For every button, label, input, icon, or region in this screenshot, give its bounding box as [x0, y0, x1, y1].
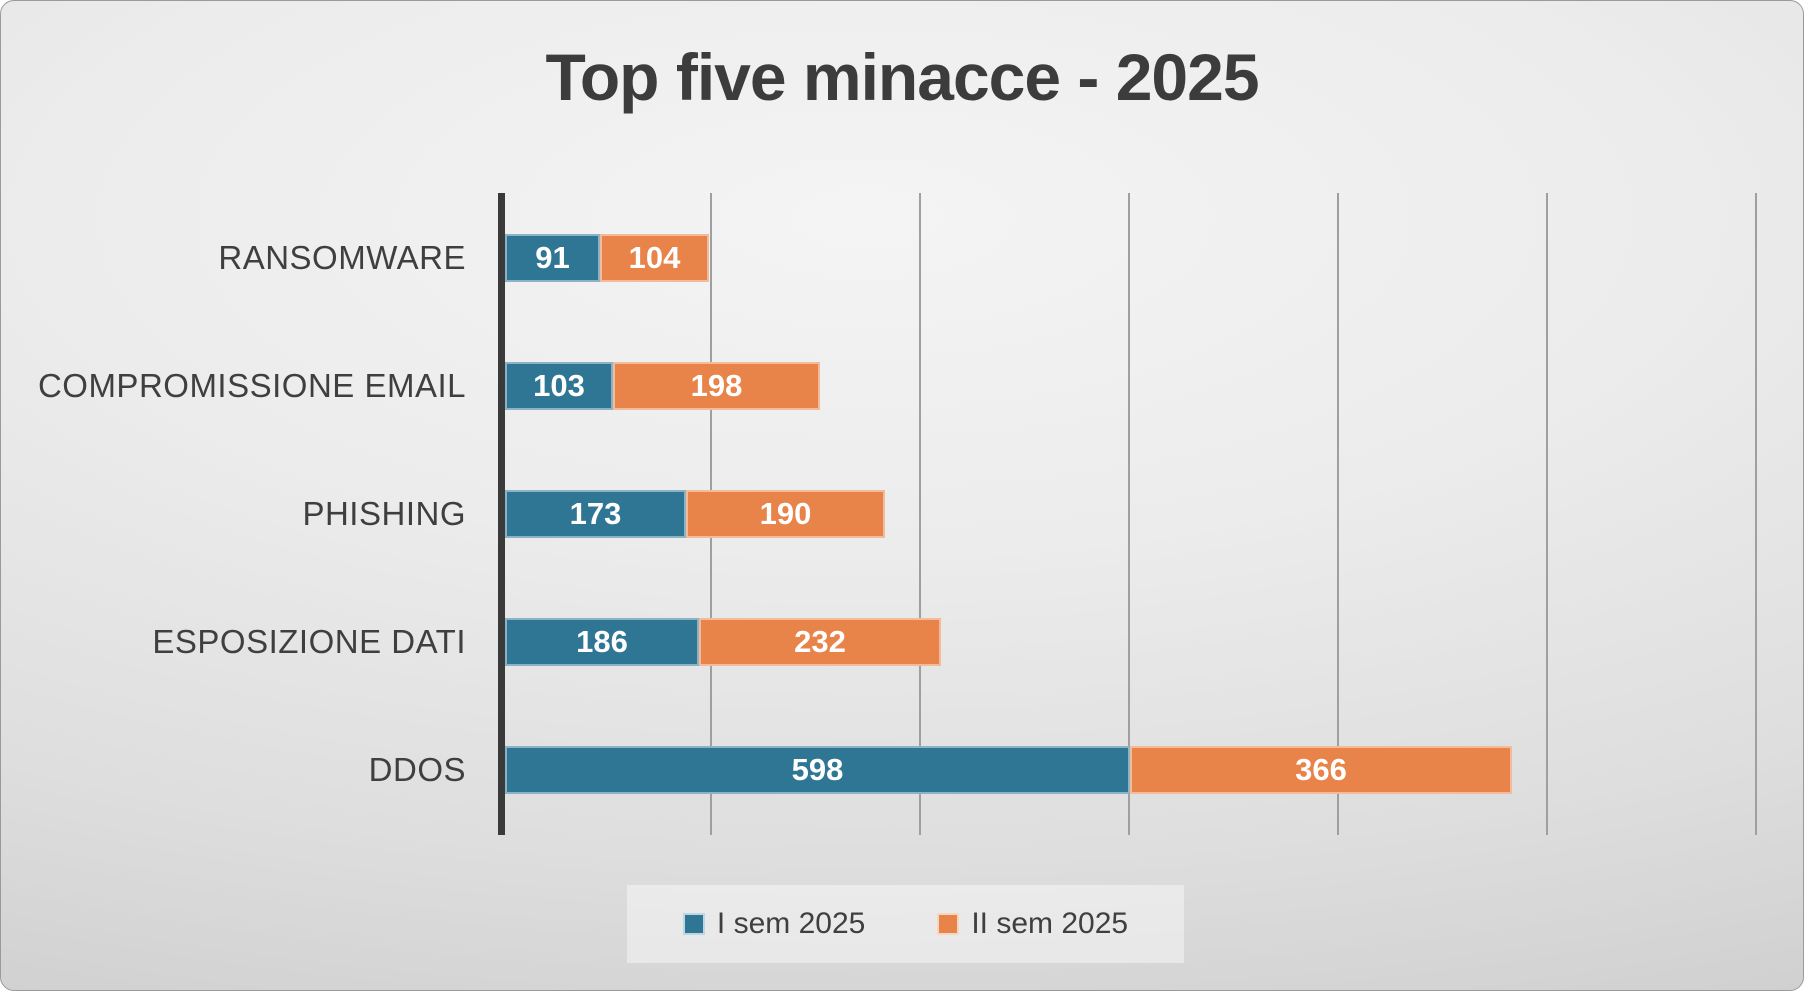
category-label-phishing: PHISHING: [302, 495, 466, 532]
bar-segment-series1-compromissione-email: 103: [505, 362, 613, 410]
gridline-1200: [1755, 193, 1757, 835]
bar-segment-series2-ransomware: 104: [600, 234, 709, 282]
bar-value-label: 366: [1295, 752, 1347, 787]
bar-row-compromissione-email: 103 198: [505, 362, 820, 410]
bar-value-label: 173: [569, 496, 622, 531]
bar-value-label: 198: [690, 368, 743, 403]
bar-segment-series1-ransomware: 91: [505, 234, 600, 282]
chart-title: Top five minacce - 2025: [545, 40, 1259, 114]
bar-value-label: 104: [628, 240, 681, 275]
bar-segment-series2-phishing: 190: [686, 490, 885, 538]
bar-row-ransomware: 91 104: [505, 234, 709, 282]
bar-value-label: 103: [533, 368, 585, 403]
bar-row-phishing: 173 190: [505, 490, 885, 538]
bar-value-label: 91: [535, 240, 570, 275]
category-label-compromissione-email: COMPROMISSIONE EMAIL: [37, 367, 466, 404]
category-label-ransomware: RANSOMWARE: [218, 239, 466, 276]
legend-swatch-sem2-icon: [937, 913, 960, 935]
bar-value-label: 190: [759, 496, 812, 531]
legend-label-sem2: II sem 2025: [971, 907, 1129, 940]
legend-item-sem2: II sem 2025: [937, 907, 1128, 941]
gridline-1000: [1546, 193, 1548, 835]
bar-value-label: 186: [576, 624, 628, 659]
legend-swatch-sem1-icon: [682, 913, 705, 935]
bar-segment-series1-ddos: 598: [505, 746, 1130, 794]
bar-segment-series2-esposizione-dati: 232: [699, 618, 941, 666]
y-axis-line: [498, 193, 505, 835]
bar-row-ddos: 598 366: [505, 746, 1512, 794]
bar-row-esposizione-dati: 186 232: [505, 618, 941, 666]
bar-segment-series1-phishing: 173: [505, 490, 686, 538]
category-label-ddos: DDOS: [368, 751, 466, 788]
bar-segment-series2-compromissione-email: 198: [613, 362, 820, 410]
gridline-600: [1128, 193, 1130, 835]
bar-segment-series2-ddos: 366: [1130, 746, 1512, 794]
legend-item-sem1: I sem 2025: [682, 907, 866, 941]
gridline-800: [1337, 193, 1339, 835]
gridline-400: [919, 193, 921, 835]
category-label-esposizione-dati: ESPOSIZIONE DATI: [152, 623, 466, 660]
bar-value-label: 598: [791, 752, 844, 787]
bar-segment-series1-esposizione-dati: 186: [505, 618, 699, 666]
bar-value-label: 232: [794, 624, 846, 659]
legend: I sem 2025 II sem 2025: [627, 885, 1184, 963]
legend-label-sem1: I sem 2025: [716, 907, 866, 940]
